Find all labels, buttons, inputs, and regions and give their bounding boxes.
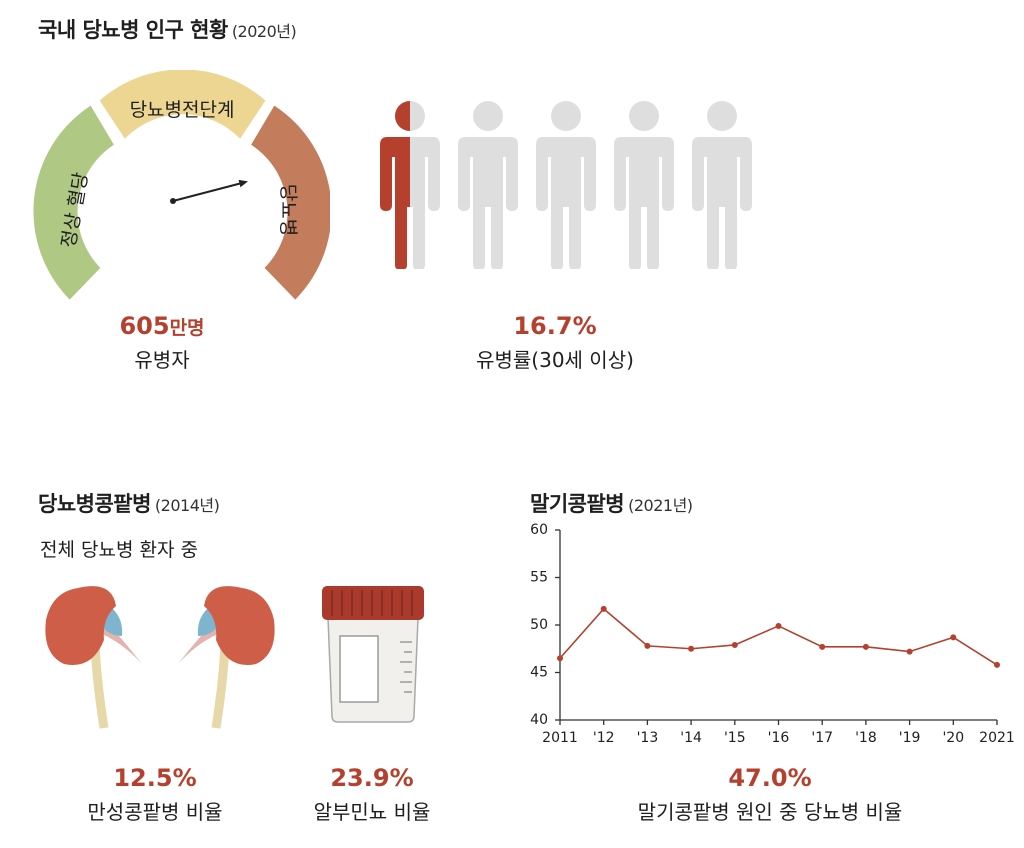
albuminuria-label: 알부민뇨 비율 [313,800,431,824]
x-tick-label: '17 [811,730,833,746]
person-icon [536,101,596,269]
kidney-illustration [45,586,275,729]
gauge-segment-prediabetes [99,70,266,139]
gauge-segment-diabetes [251,105,330,300]
data-point [819,643,826,650]
data-point [600,605,607,612]
cup-lid [322,586,424,620]
x-tick-label: 2011 [542,730,578,746]
gauge-label-diabetes: 당뇨병 [277,184,299,236]
data-point [731,641,738,648]
data-point [557,655,563,662]
data-point [688,645,695,652]
series-line [559,607,998,666]
gauge-segment-normal [33,105,114,300]
esrd-label: 말기콩팥병 원인 중 당뇨병 비율 [637,800,903,824]
x-tick-label: 2021 [979,730,1015,746]
person-icons [380,101,752,269]
chronic-kidney-value: 12.5% [113,764,197,792]
cup-label [339,635,379,703]
cup-lid-grip [331,590,413,616]
data-point [906,648,913,655]
data-point [775,622,782,629]
data-point [862,643,869,650]
person-icon [692,101,752,269]
urine-cup-illustration [322,586,424,723]
gauge-needle-tip [238,179,248,188]
population-title: 국내 당뇨병 인구 현황 (2020년) [38,18,297,42]
y-tick-label: 60 [530,522,548,538]
y-tick-label: 50 [530,617,548,633]
person-icon [380,101,440,269]
prevalence-value: 16.7% [513,312,597,340]
nephropathy-title: 당뇨병콩팥병 (2014년) [38,492,220,516]
data-point [950,634,957,641]
gauge-label-prediabetes: 당뇨병전단계 [130,99,235,121]
x-tick-label: '19 [899,730,921,746]
patients-value: 605만명 [119,312,205,340]
nephropathy-subtitle: 전체 당뇨병 환자 중 [40,539,198,561]
prevalence-pictogram [380,101,752,269]
cup-scale-marks [400,641,412,693]
x-tick-label: '16 [768,730,790,746]
data-point [994,661,1000,668]
y-tick-label: 45 [530,665,548,681]
patients-label: 유병자 [134,348,190,372]
data-point [644,642,651,649]
esrd-line-chart: 40 45 50 55 60 2011 '12 '13 '14 '15 '16 '17 '18 '19 '2… [530,522,1015,746]
x-tick-label: '15 [724,730,746,746]
y-tick-label: 55 [530,570,548,586]
glucose-gauge: 정상 혈당 당뇨병전단계 당뇨병 [33,70,330,300]
esrd-title: 말기콩팥병 (2021년) [530,492,693,516]
prevalence-label: 유병률(30세 이상) [476,348,634,372]
x-tick-label: '18 [855,730,877,746]
left-kidney [45,586,142,729]
y-tick-label: 40 [530,712,548,728]
x-tick-label: '14 [680,730,702,746]
chronic-kidney-label: 만성콩팥병 비율 [87,800,223,824]
person-icon [614,101,674,269]
x-tick-label: '12 [593,730,615,746]
person-icon [458,101,518,269]
right-kidney [178,586,275,729]
albuminuria-value: 23.9% [330,764,414,792]
x-tick-label: '13 [637,730,659,746]
esrd-value: 47.0% [728,764,812,792]
x-tick-label: '20 [942,730,964,746]
gauge-needle [172,182,243,202]
